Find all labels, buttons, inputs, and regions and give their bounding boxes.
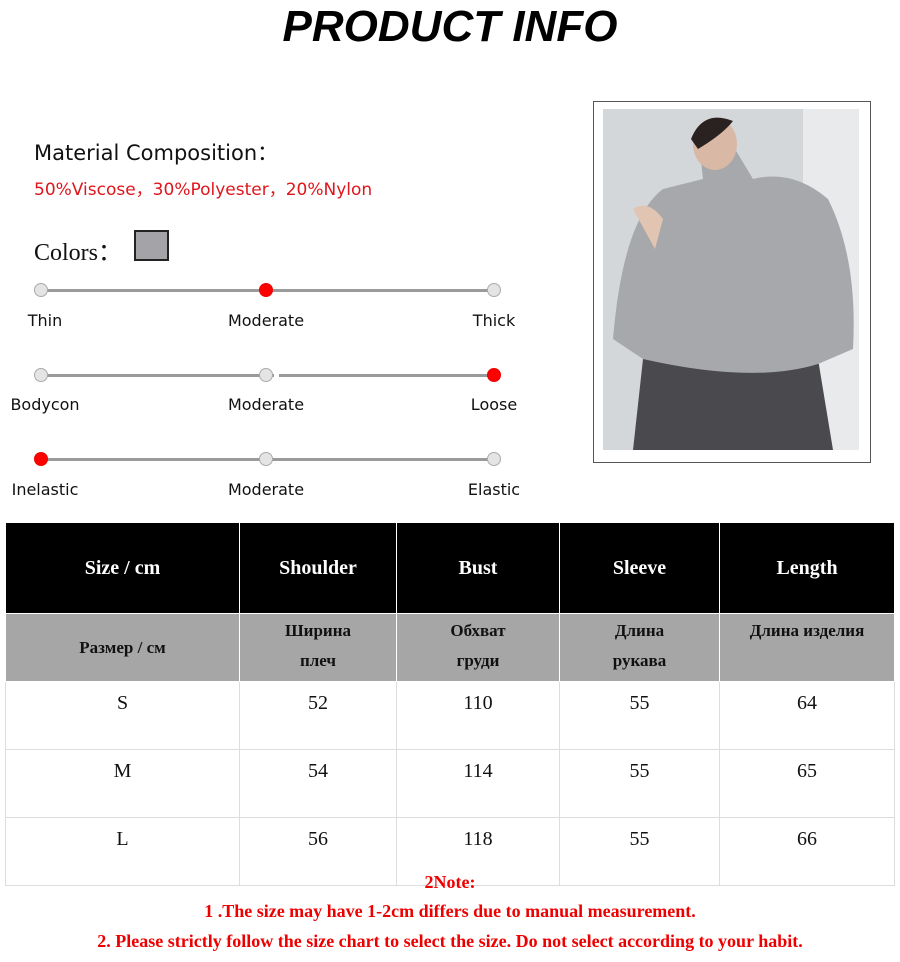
scale-label: Inelastic [11, 480, 79, 499]
scale-marker [487, 283, 501, 297]
scale-label: Loose [470, 395, 518, 414]
table-row: M 54 114 55 65 [5, 749, 895, 818]
model-sweater-illustration [603, 109, 859, 450]
size-chart-table: Size / cm Shoulder Bust Sleeve Length Ра… [5, 522, 895, 886]
cell-size: S [5, 681, 240, 750]
scale-label: Thick [472, 311, 516, 330]
header-sleeve: Sleeve [559, 522, 720, 614]
cell-sleeve: 55 [559, 681, 720, 750]
header-row: Size / cm Shoulder Bust Sleeve Length [5, 522, 895, 614]
header-bust: Bust [396, 522, 560, 614]
scale-label: Moderate [227, 311, 305, 330]
scale-label: Bodycon [10, 395, 80, 414]
header-size: Size / cm [5, 522, 240, 614]
cell-length: 65 [719, 749, 895, 818]
table-row: S 52 110 55 64 [5, 681, 895, 750]
header-ru-shoulder: Ширина плеч [239, 613, 397, 682]
scale-gap [274, 372, 279, 378]
material-label: Material Composition： [34, 141, 279, 165]
scale-marker [259, 452, 273, 466]
cell-size: L [5, 817, 240, 886]
scale-marker-selected [487, 368, 501, 382]
header-row-ru: Размер / см Ширина плеч Обхват груди Дли… [5, 613, 895, 682]
cell-size: M [5, 749, 240, 818]
cell-bust: 118 [396, 817, 560, 886]
page-title: PRODUCT INFO [282, 2, 618, 51]
cell-length: 66 [719, 817, 895, 886]
header-ru-length: Длина изделия [719, 613, 895, 682]
material-value: 50%Viscose，30%Polyester，20%Nylon [34, 180, 373, 200]
cell-sleeve: 55 [559, 749, 720, 818]
scale-label: Moderate [227, 395, 305, 414]
scale-label: Thin [27, 311, 63, 330]
colors-label: Colors： [34, 240, 123, 266]
color-swatch-gray [134, 230, 169, 261]
header-ru-sleeve: Длина рукава [559, 613, 720, 682]
table-row: L 56 118 55 66 [5, 817, 895, 886]
note-line-1: 1 .The size may have 1-2cm differs due t… [204, 901, 696, 921]
header-ru-bust: Обхват груди [396, 613, 560, 682]
header-ru-size: Размер / см [5, 613, 240, 682]
header-shoulder: Shoulder [239, 522, 397, 614]
scale-label: Elastic [467, 480, 521, 499]
cell-bust: 110 [396, 681, 560, 750]
scale-marker [34, 283, 48, 297]
scale-marker [487, 452, 501, 466]
cell-shoulder: 52 [239, 681, 397, 750]
scale-marker [259, 368, 273, 382]
cell-length: 64 [719, 681, 895, 750]
product-photo [603, 109, 859, 450]
scale-marker [34, 368, 48, 382]
cell-bust: 114 [396, 749, 560, 818]
scale-label: Moderate [227, 480, 305, 499]
note-line-2: 2. Please strictly follow the size chart… [97, 931, 803, 951]
note-title: 2Note: [424, 872, 476, 892]
cell-shoulder: 56 [239, 817, 397, 886]
header-length: Length [719, 522, 895, 614]
cell-sleeve: 55 [559, 817, 720, 886]
cell-shoulder: 54 [239, 749, 397, 818]
scale-marker-selected [259, 283, 273, 297]
scale-marker-selected [34, 452, 48, 466]
